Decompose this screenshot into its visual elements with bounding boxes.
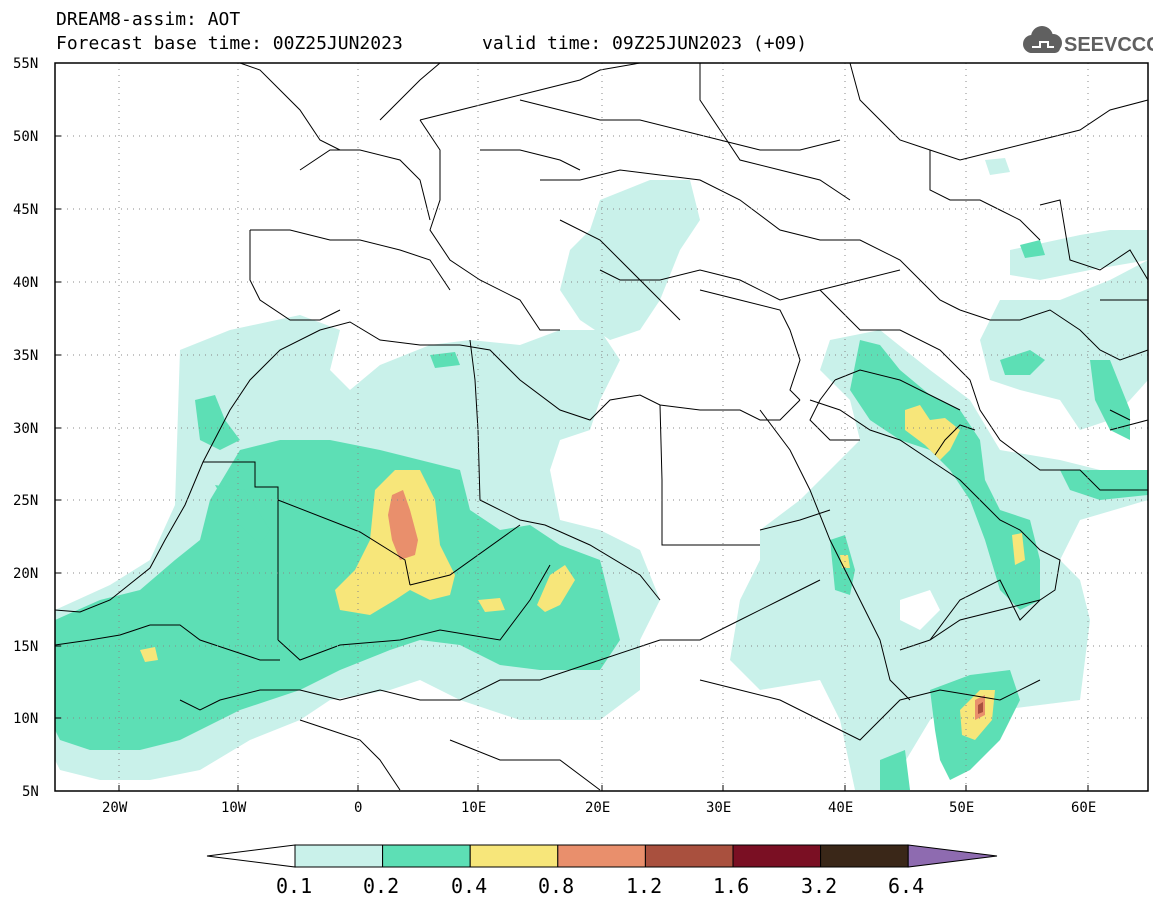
lon-label: 0 [354, 800, 362, 816]
longitude-labels: 20W 10W 0 10E 20E 30E 40E 50E 60E [102, 800, 1096, 816]
seevccc-logo: SEEVCCC [1023, 26, 1153, 56]
colorbar-box [294, 844, 384, 868]
forecast-base-time: Forecast base time: 00Z25JUN2023 [56, 33, 403, 54]
colorbar-box [382, 844, 471, 868]
aot-level-1.2 [978, 702, 983, 714]
colorbar-label: 0.2 [363, 874, 399, 898]
aot-fields [55, 158, 1148, 790]
lat-label: 20N [13, 566, 38, 582]
lat-label: 5N [22, 784, 39, 800]
colorbar-box [644, 844, 734, 868]
lat-label: 25N [13, 493, 38, 509]
lon-label: 50E [949, 800, 974, 816]
lon-label: 20W [102, 800, 128, 816]
logo-text: SEEVCCC [1064, 34, 1153, 56]
colorbar-label: 0.1 [276, 874, 312, 898]
lat-label: 40N [13, 275, 38, 291]
tick-marks [55, 62, 1089, 791]
country-borders [55, 63, 1148, 791]
colorbar-box [469, 844, 559, 868]
lat-label: 45N [13, 202, 38, 218]
colorbar-max-arrow [907, 844, 998, 868]
colorbar-label: 6.4 [888, 874, 924, 898]
lon-label: 10W [221, 800, 247, 816]
lon-label: 30E [706, 800, 731, 816]
lon-label: 60E [1071, 800, 1096, 816]
colorbar-label: 1.2 [626, 874, 662, 898]
colorbar-boxes [206, 844, 998, 868]
latitude-labels: 55N 50N 45N 40N 35N 30N 25N 20N 15N 10N … [13, 56, 39, 800]
colorbar-min-arrow [206, 844, 296, 868]
graticule [55, 63, 1148, 791]
lon-label: 20E [585, 800, 610, 816]
lat-label: 55N [13, 56, 38, 72]
colorbar-box [820, 844, 909, 868]
map-title: DREAM8-assim: AOT [56, 9, 241, 30]
lat-label: 15N [13, 639, 38, 655]
lat-label: 30N [13, 421, 38, 437]
colorbar-label: 0.4 [451, 874, 487, 898]
colorbar-box [732, 844, 822, 868]
colorbar-label: 0.8 [538, 874, 574, 898]
lat-label: 50N [13, 129, 38, 145]
colorbar-labels: 0.1 0.2 0.4 0.8 1.2 1.6 3.2 6.4 [276, 874, 924, 898]
colorbar-box [557, 844, 646, 868]
lon-label: 40E [828, 800, 853, 816]
lat-label: 35N [13, 348, 38, 364]
valid-time: valid time: 09Z25JUN2023 (+09) [482, 33, 808, 54]
colorbar-label: 1.6 [713, 874, 749, 898]
lon-label: 10E [461, 800, 486, 816]
lat-label: 10N [13, 711, 38, 727]
colorbar-label: 3.2 [801, 874, 837, 898]
